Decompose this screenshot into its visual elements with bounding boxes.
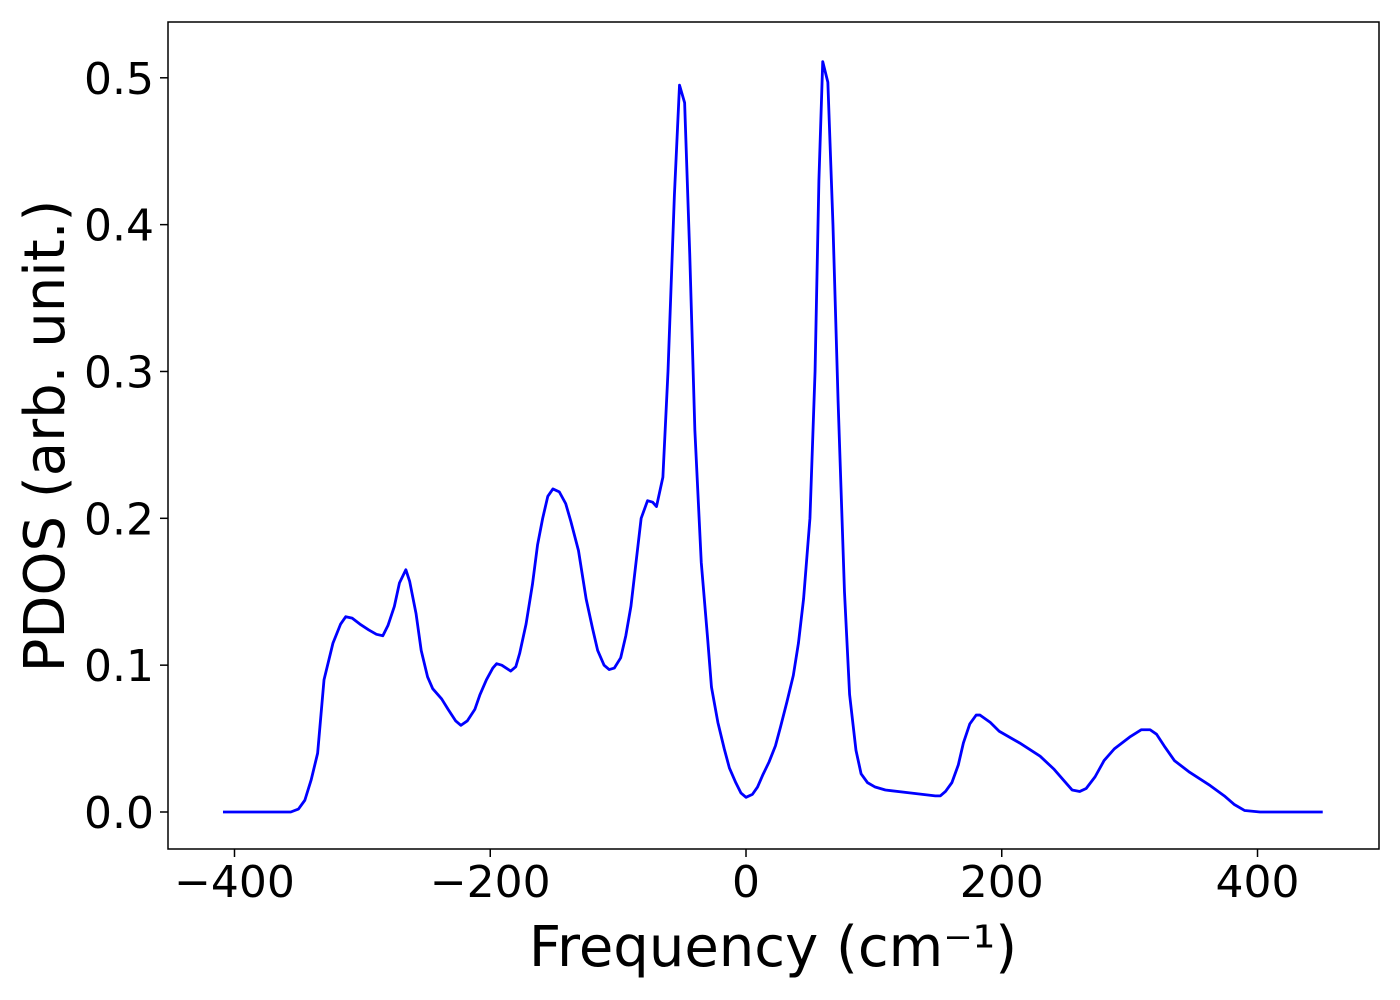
- x-tick-label: 0: [732, 857, 760, 908]
- pdos-line: [222, 60, 1323, 814]
- x-tick-label: −200: [430, 857, 551, 908]
- x-tick-label: 400: [1216, 857, 1300, 908]
- y-tick-label: 0.1: [84, 641, 154, 692]
- y-tick-label: 0.3: [84, 347, 154, 398]
- y-tick-label: 0.0: [84, 788, 154, 839]
- x-axis-label: Frequency (cm⁻¹): [529, 915, 1017, 980]
- y-tick-label: 0.5: [84, 54, 154, 105]
- y-tick-label: 0.2: [84, 494, 154, 545]
- y-axis-label: PDOS (arb. unit.): [13, 200, 78, 673]
- x-tick-label: −400: [174, 857, 295, 908]
- y-tick-label: 0.4: [84, 201, 154, 252]
- x-tick-label: 200: [960, 857, 1044, 908]
- plot-frame: [167, 21, 1380, 850]
